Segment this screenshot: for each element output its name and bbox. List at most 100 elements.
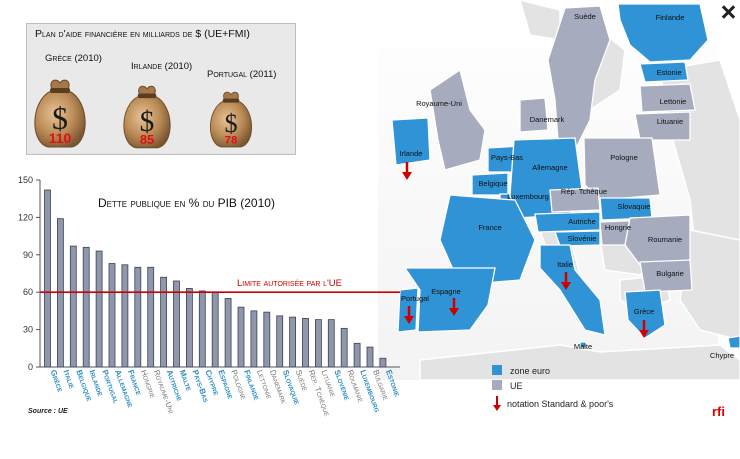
country-finlande-label: Finlande	[656, 13, 685, 22]
map-legend: zone euro UE notation Standard & poor's	[492, 365, 614, 411]
rating-down-arrow-icon	[639, 320, 649, 338]
bar	[147, 266, 155, 368]
country-danemark-label: Danemark	[530, 115, 565, 124]
legend-ue-swatch	[492, 380, 502, 390]
country-lituanie	[634, 111, 691, 141]
bar	[237, 306, 245, 368]
bar	[276, 315, 284, 368]
y-tick-label: 30	[23, 325, 33, 335]
country-chypre-label: Chypre	[710, 351, 734, 360]
country-espagne	[403, 267, 496, 333]
bar	[44, 189, 51, 368]
chart-source: Source : UE	[28, 408, 68, 415]
money-bag-icon: $110	[34, 79, 86, 148]
country-estonie-label: Estonie	[656, 68, 681, 77]
bar	[95, 250, 103, 368]
country-rptchque	[549, 187, 601, 213]
country-sude-label: Suède	[574, 12, 596, 21]
country-rptchque-label: Rép. Tchèque	[561, 187, 607, 196]
country-paysbas-label: Pays-Bas	[491, 153, 523, 162]
country-autriche-label: Autriche	[568, 217, 596, 226]
rating-down-arrow-icon	[402, 162, 412, 180]
svg-text:$: $	[140, 106, 155, 138]
aid-panel: Plan d'aide financière en milliards de $…	[26, 23, 296, 155]
bar	[340, 327, 348, 368]
country-estonie	[639, 61, 689, 83]
bar	[302, 317, 309, 368]
aid-label-portugal: Portugal (2011)	[207, 69, 277, 80]
y-tick-label: 90	[23, 250, 33, 260]
y-tick-label: 0	[28, 362, 33, 372]
country-irlande-label: Irlande	[400, 149, 423, 158]
country-slovnie-label: Slovénie	[568, 234, 597, 243]
country-slovaquie-label: Slovaquie	[618, 202, 651, 211]
bar	[69, 245, 77, 368]
country-france-label: France	[478, 223, 501, 232]
country-grce	[624, 289, 666, 339]
country-lettonie-label: Lettonie	[660, 97, 687, 106]
legend-rating-label: notation Standard & poor's	[507, 399, 614, 409]
bar	[160, 276, 168, 368]
country-autriche	[534, 211, 601, 233]
aid-panel-title: Plan d'aide financière en milliards de $…	[35, 28, 250, 40]
aid-label-ireland: Irlande (2010)	[131, 61, 193, 72]
country-espagne-label: Espagne	[431, 287, 461, 296]
country-lettonie	[639, 83, 696, 113]
aid-amount: 85	[140, 132, 154, 147]
country-roumanie-label: Roumanie	[648, 235, 682, 244]
bar	[327, 319, 335, 368]
bar	[224, 298, 232, 368]
country-irlande	[391, 117, 431, 166]
bar	[134, 266, 142, 368]
country-finlande	[617, 3, 709, 63]
country-royaumeuni	[429, 68, 486, 171]
legend-euro-swatch	[492, 365, 502, 375]
country-danemark	[519, 97, 549, 133]
country-lituanie-label: Lituanie	[657, 117, 683, 126]
money-bag-icon: $78	[210, 91, 252, 148]
bar	[82, 246, 90, 368]
country-belgique-label: Belgique	[478, 179, 507, 188]
bar	[198, 290, 206, 368]
bar	[366, 346, 374, 368]
country-pologne-label: Pologne	[610, 153, 638, 162]
country-allemagne-label: Allemagne	[532, 163, 567, 172]
aid-amount: 110	[49, 130, 72, 146]
bar	[289, 316, 297, 368]
y-tick-label: 150	[18, 175, 33, 185]
rating-down-arrow-icon	[404, 306, 414, 324]
legend-down-arrow-icon	[493, 396, 501, 411]
bar	[250, 310, 258, 368]
country-italie	[539, 244, 606, 336]
legend-euro-label: zone euro	[510, 366, 550, 376]
svg-text:$: $	[224, 109, 237, 138]
europe-map: Suède Finlande Estonie Lettonie Lituanie Dane…	[378, 0, 740, 381]
svg-text:$: $	[52, 100, 68, 136]
reference-line-label: Limite autorisée par l'UE	[237, 278, 342, 289]
bar	[211, 291, 219, 368]
rfi-logo: rfi	[712, 404, 725, 419]
country-royaumeuni-label: Royaume-Uni	[416, 99, 462, 108]
rating-down-arrow-icon	[561, 272, 571, 290]
close-button[interactable]	[718, 2, 738, 22]
country-bulgarie	[639, 259, 693, 293]
country-portugal-label: Portugal	[401, 294, 429, 303]
chart-title: Dette publique en % du PIB (2010)	[98, 196, 275, 210]
country-luxembourg-label: Luxembourg	[507, 192, 549, 201]
bar	[379, 357, 387, 368]
aid-amount: 78	[225, 135, 238, 147]
aid-label-greece: Grèce (2010)	[45, 53, 102, 64]
bar	[185, 288, 193, 368]
bar	[263, 311, 271, 368]
country-malte	[579, 341, 587, 349]
country-hongrie-label: Hongrie	[605, 223, 631, 232]
legend-ue-label: UE	[510, 381, 523, 391]
bar	[173, 280, 180, 368]
country-malte-label: Malte	[574, 342, 592, 351]
bar	[314, 319, 322, 368]
country-italie-label: Italie	[557, 260, 573, 269]
country-slovnie	[554, 230, 601, 247]
country-sude	[547, 5, 611, 151]
